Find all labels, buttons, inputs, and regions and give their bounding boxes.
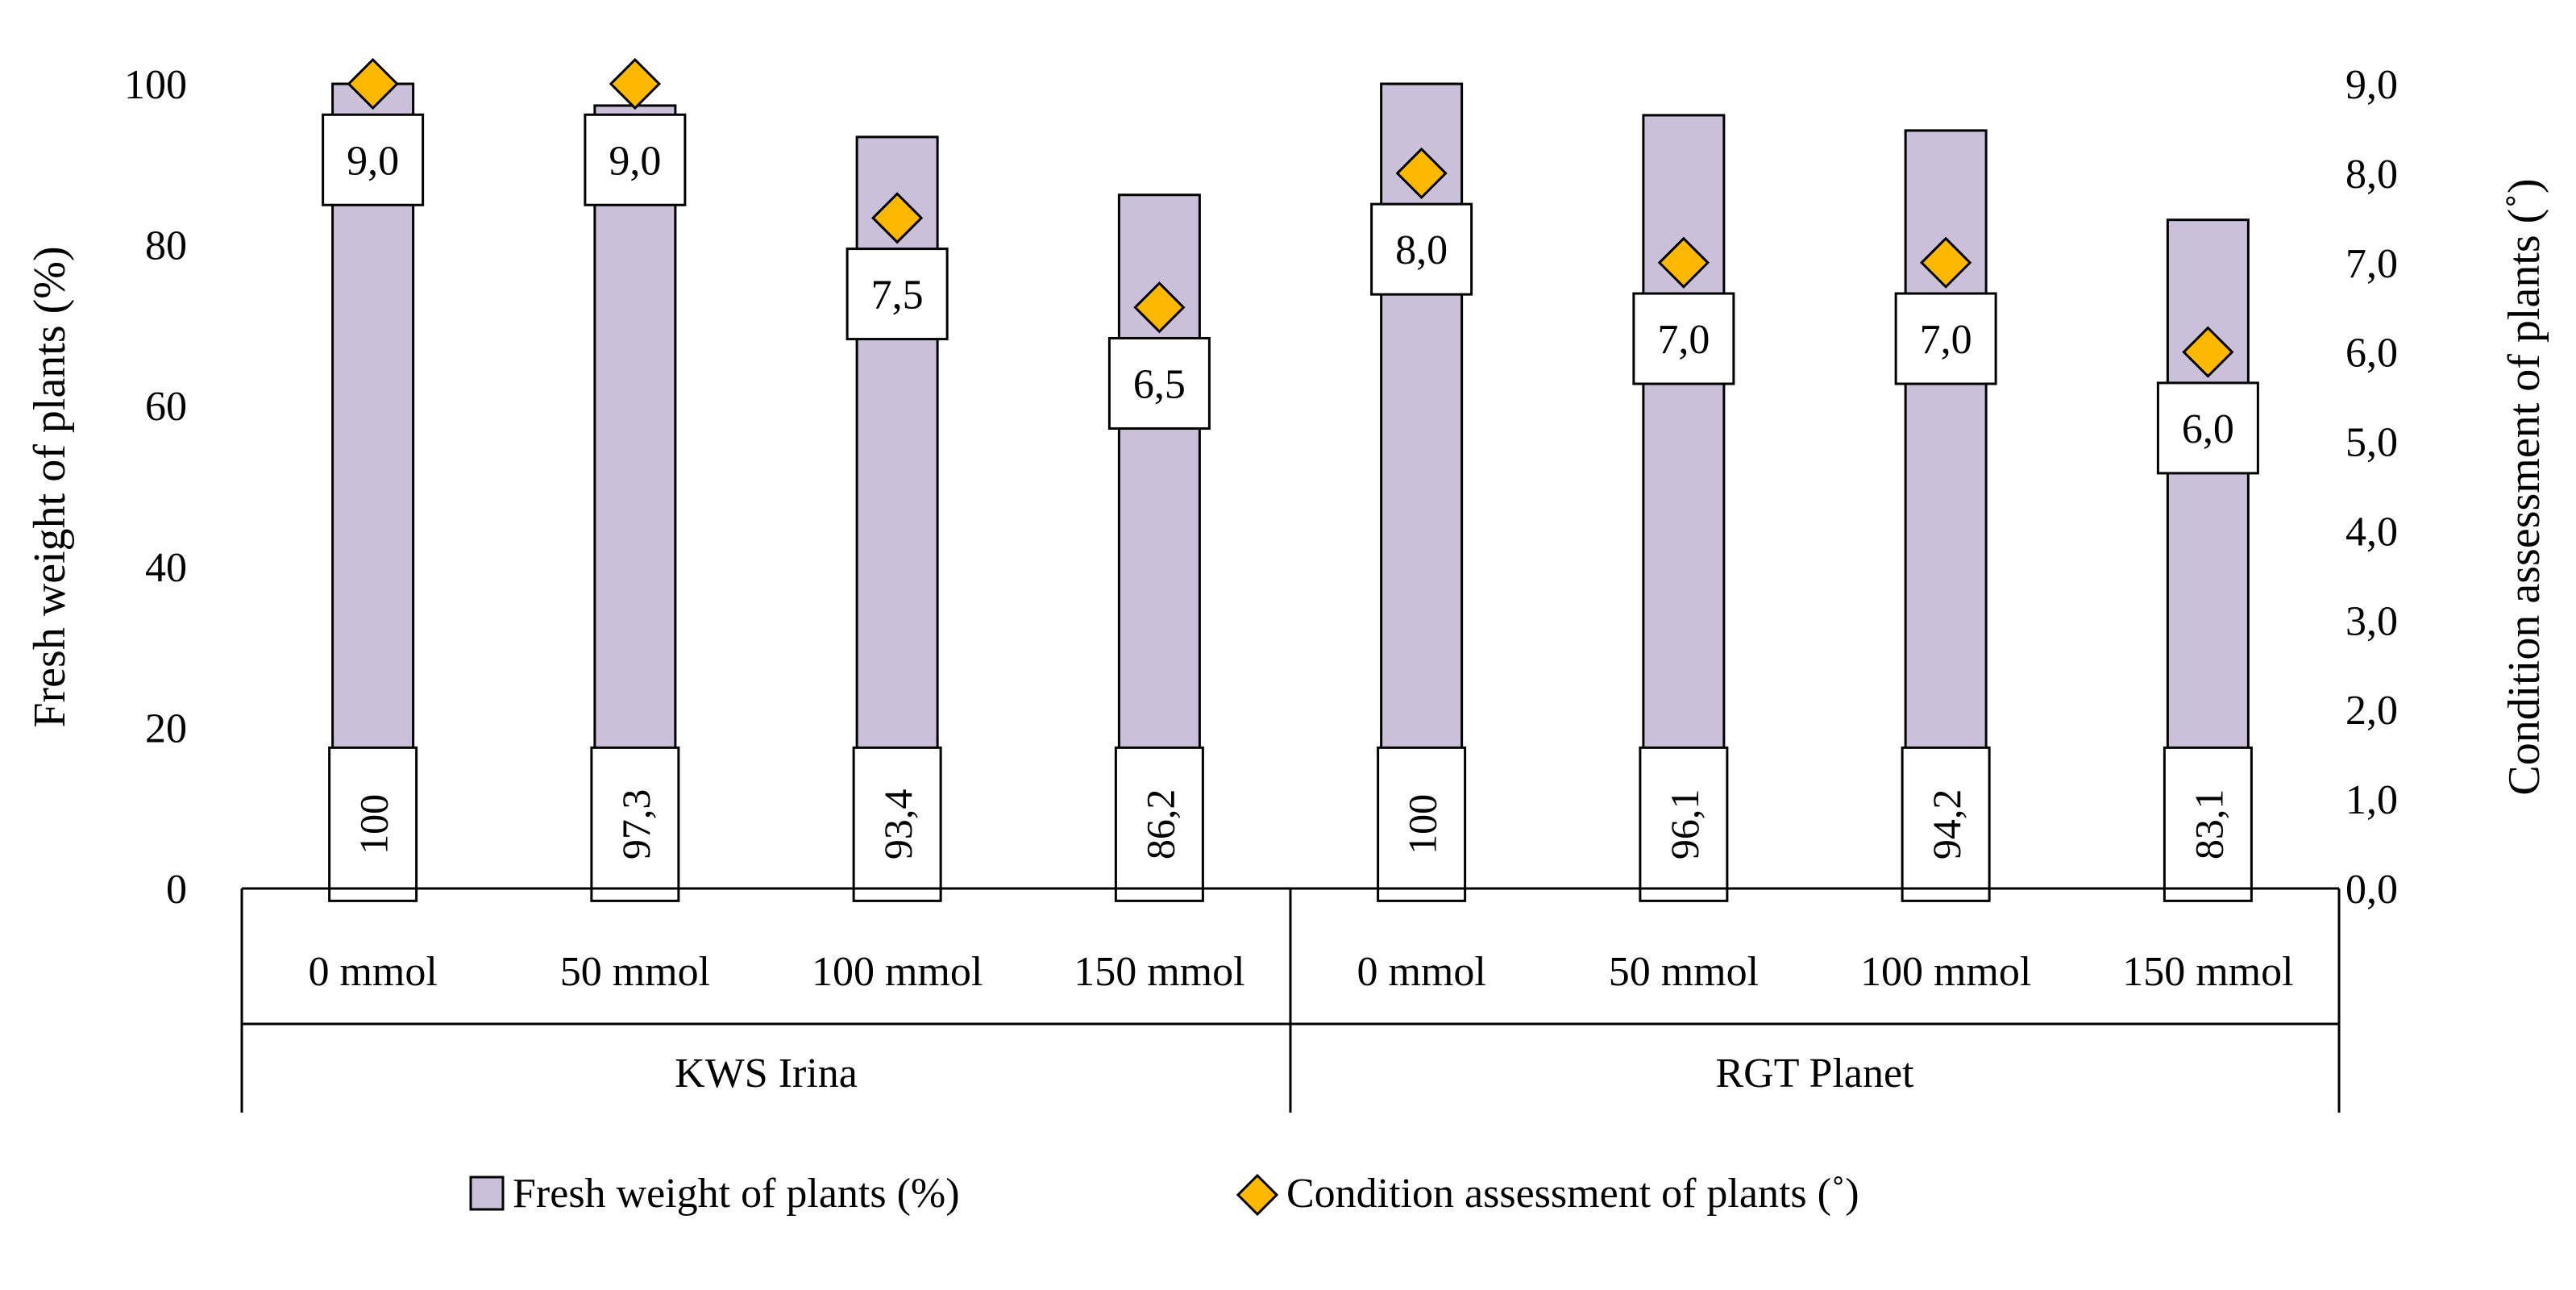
condition-diamond-marker	[871, 192, 924, 244]
condition-value-label-box	[2156, 381, 2259, 475]
condition-value-label: 8,0	[1395, 227, 1448, 273]
y2-tick-label: 6,0	[2345, 331, 2398, 377]
legend-diamond-icon	[1236, 1173, 1279, 1217]
condition-diamond-marker	[1133, 281, 1186, 334]
legend-marker-label: Condition assessment of plants (˚)	[1286, 1171, 1859, 1217]
y-tick-label: 0	[166, 867, 187, 913]
category-axis: 0 mmol 50 mmol 100 mmol 150 mmol 0 mmol 50 mm…	[240, 887, 2341, 1113]
group-label: RGT Planet	[1715, 1051, 1914, 1096]
condition-value-label-box	[1632, 292, 1735, 385]
right-axis-ticks: 0,0 1,0 2,0 3,0 4,0 5,0 6,0 7,0 8,0 9,0	[2345, 62, 2398, 913]
bar-value-label-box	[590, 746, 680, 902]
condition-diamond-marker	[1657, 236, 1710, 289]
y2-axis-title: Condition assessment of plants (˚)	[2499, 178, 2549, 795]
condition-value-label: 9,0	[609, 138, 661, 184]
bar-value-label-box	[1114, 746, 1204, 902]
y-tick-label: 100	[124, 62, 187, 108]
bar-value-label: 93,4	[875, 789, 920, 860]
bar-value-label: 94,2	[1924, 789, 1969, 860]
bar-value-label: 100	[1400, 794, 1445, 855]
bar-value-label: 100	[351, 794, 397, 855]
bar-value-label-box	[328, 746, 418, 902]
category-label: 100 mmol	[1860, 949, 2031, 995]
condition-diamond-marker	[1395, 147, 1448, 200]
y2-tick-label: 5,0	[2345, 420, 2398, 466]
condition-value-label: 7,5	[871, 273, 924, 318]
category-label: 50 mmol	[560, 949, 710, 995]
condition-diamond-marker	[1920, 236, 1972, 289]
condition-value-label: 6,0	[2182, 406, 2234, 452]
y2-tick-label: 2,0	[2345, 688, 2398, 734]
y2-tick-label: 1,0	[2345, 777, 2398, 823]
y2-tick-label: 9,0	[2345, 62, 2398, 108]
y-axis-title: Fresh weight of plants (%)	[25, 246, 75, 727]
left-axis-ticks: 0 20 40 60 80 100	[124, 62, 187, 913]
bar-value-label-box	[1639, 746, 1729, 902]
condition-diamond-marker	[609, 57, 661, 110]
legend-bar-label: Fresh weight of plants (%)	[513, 1171, 960, 1217]
y2-tick-label: 7,0	[2345, 241, 2398, 287]
bar-value-label-box	[2163, 746, 2253, 902]
condition-value-label: 7,0	[1920, 317, 1972, 363]
condition-value-label: 9,0	[347, 138, 399, 184]
condition-value-label: 6,5	[1133, 361, 1186, 407]
y2-tick-label: 0,0	[2345, 867, 2398, 913]
bars: 100 9,0 97,3 9,0 93,4 7,5 86,2 6,5 100 8,0 96,1 7,0…	[322, 57, 2259, 902]
condition-value-label-box	[322, 113, 425, 206]
condition-value-label-box	[584, 113, 687, 206]
condition-value-label-box	[1894, 292, 1997, 385]
category-label: 0 mmol	[1357, 949, 1485, 995]
y-tick-label: 80	[145, 223, 187, 269]
bar-value-label-box	[852, 746, 942, 902]
bar-value-label: 96,1	[1662, 789, 1707, 860]
legend-bar-swatch	[469, 1176, 505, 1211]
y2-tick-label: 8,0	[2345, 152, 2398, 198]
condition-value-label-box	[846, 248, 949, 341]
category-label: 50 mmol	[1609, 949, 1759, 995]
condition-value-label: 7,0	[1657, 317, 1710, 363]
category-label: 100 mmol	[812, 949, 983, 995]
y-tick-label: 40	[145, 545, 187, 591]
bar-value-label-box	[1377, 746, 1467, 902]
y-tick-label: 20	[145, 705, 187, 751]
bar-value-label-box	[1901, 746, 1991, 902]
y2-tick-label: 4,0	[2345, 509, 2398, 555]
bar-value-label: 83,1	[2186, 789, 2231, 860]
condition-value-label-box	[1107, 336, 1211, 430]
y2-tick-label: 3,0	[2345, 598, 2398, 644]
y-tick-label: 60	[145, 384, 187, 430]
condition-value-label-box	[1370, 202, 1473, 296]
condition-diamond-marker	[347, 57, 399, 110]
bar-value-label: 86,2	[1137, 789, 1182, 860]
group-label: KWS Irina	[675, 1051, 858, 1096]
bar-value-label: 97,3	[613, 789, 659, 860]
category-label: 150 mmol	[1074, 949, 1244, 995]
category-label: 150 mmol	[2122, 949, 2293, 995]
legend: Fresh weight of plants (%) Condition ass…	[469, 1171, 1859, 1217]
category-label: 0 mmol	[308, 949, 437, 995]
condition-diamond-marker	[2182, 326, 2234, 378]
